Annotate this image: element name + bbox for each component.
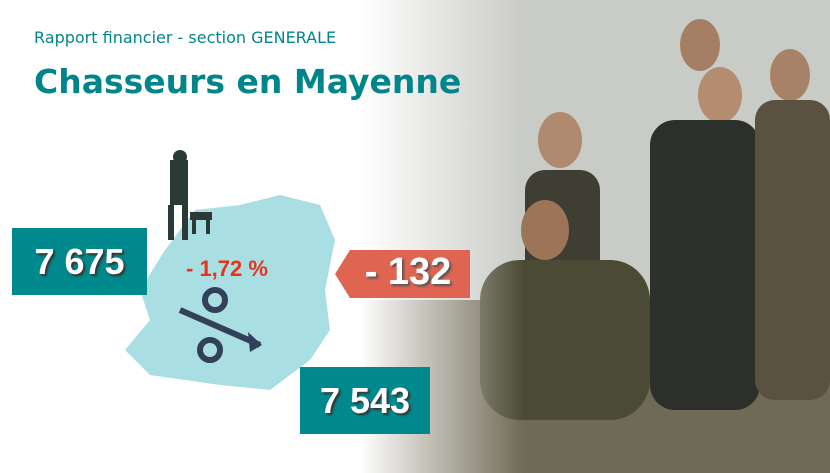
change-count: - 132 xyxy=(335,248,467,296)
slide: Rapport financier - section GENERALE Cha… xyxy=(0,0,830,473)
current-count: 7 543 xyxy=(300,367,430,434)
kicker: Rapport financier - section GENERALE xyxy=(34,28,336,47)
title: Chasseurs en Mayenne xyxy=(34,62,461,101)
mayenne-map xyxy=(125,195,335,390)
previous-count: 7 675 xyxy=(12,228,147,295)
change-percent: - 1,72 % xyxy=(186,256,268,282)
